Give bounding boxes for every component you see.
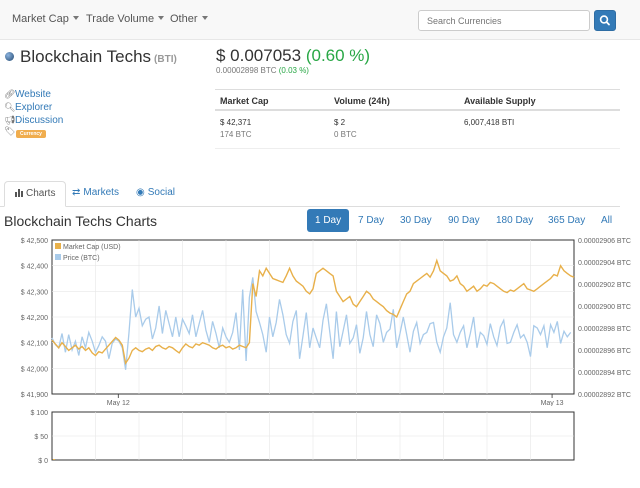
charts-title: Blockchain Techs Charts [4, 213, 158, 229]
volume-y-tick-label: $ 100 [30, 410, 48, 417]
coin-symbol: (BTI) [154, 54, 177, 65]
coin-name: Blockchain Techs [20, 47, 152, 66]
bullhorn-icon: 📢︎ [4, 115, 16, 125]
stats-divider [215, 148, 620, 149]
range-all[interactable]: All [601, 215, 613, 226]
volume-btc: 0 BTC [334, 130, 357, 139]
y-left-tick-label: $ 42,400 [21, 264, 48, 271]
bar-chart-icon [15, 189, 24, 197]
supply-value: 6,007,418 BTI [464, 118, 515, 127]
tab-charts-label: Charts [26, 188, 56, 199]
legend-swatch-price [55, 254, 61, 260]
range-180-day[interactable]: 180 Day [496, 215, 534, 226]
legend-swatch-market-cap [55, 243, 61, 249]
tab-markets[interactable]: ⇄ Markets [62, 181, 129, 207]
x-tick-label: May 13 [541, 400, 564, 406]
nav-trade-volume-label: Trade Volume [86, 13, 155, 25]
y-right-tick-label: 0.00002906 BTC [578, 238, 631, 245]
link-icon: 🔗︎ [4, 89, 16, 99]
price-btc-series-line [51, 277, 572, 370]
market-cap-usd: $ 42,371 [220, 118, 252, 127]
tab-bar-line [0, 206, 620, 207]
range-1-day[interactable]: 1 Day [307, 209, 350, 232]
market-cap-btc: 174 BTC [220, 130, 252, 139]
volume-y-tick-label: $ 0 [38, 458, 48, 465]
website-label: Website [15, 89, 51, 100]
y-left-tick-label: $ 42,000 [21, 366, 48, 373]
nav-other-label: Other [170, 13, 198, 25]
legend-label-price: Price (BTC) [63, 255, 100, 262]
price-btc-value: 0.00002898 BTC [216, 66, 277, 75]
volume-y-tick-label: $ 50 [34, 434, 48, 441]
market-cap-price-chart[interactable]: $ 42,500 $ 42,400 $ 42,300 $ 42,200 $ 42,100… [0, 234, 640, 406]
y-right-tick-label: 0.00002892 BTC [578, 392, 631, 399]
globe-icon: ◉ [136, 187, 145, 198]
tab-social[interactable]: ◉ Social [126, 181, 185, 207]
explorer-link[interactable]: 🔍︎Explorer [4, 102, 52, 113]
y-right-tick-label: 0.00002900 BTC [578, 304, 631, 311]
volume-chart[interactable]: $ 100 $ 50 $ 0 [0, 406, 640, 468]
x-tick-label: May 12 [107, 400, 130, 406]
chevron-down-icon [158, 16, 165, 20]
nav-other[interactable]: Other [170, 13, 208, 25]
y-left-tick-label: $ 42,200 [21, 315, 48, 322]
tag-icon: 🏷︎ [4, 126, 16, 136]
explorer-label: Explorer [15, 102, 53, 113]
tab-social-label: Social [147, 187, 175, 198]
discussion-link[interactable]: 📢︎Discussion [4, 115, 63, 126]
range-30-day[interactable]: 30 Day [400, 215, 432, 226]
y-right-tick-label: 0.00002904 BTC [578, 260, 631, 267]
exchange-icon: ⇄ [72, 187, 81, 198]
price-usd-change: (0.60 %) [305, 46, 371, 65]
volume-bar [53, 459, 55, 460]
y-left-tick-label: $ 42,500 [21, 238, 48, 245]
coin-logo [5, 52, 14, 61]
stats-table-header [215, 89, 620, 111]
discussion-label: Discussion [15, 115, 64, 126]
y-right-tick-label: 0.00002894 BTC [578, 370, 631, 377]
volume-usd: $ 2 [334, 118, 346, 127]
range-365-day[interactable]: 365 Day [548, 215, 586, 226]
y-left-tick-label: $ 42,300 [21, 289, 48, 296]
tab-markets-label: Markets [83, 187, 119, 198]
range-90-day[interactable]: 90 Day [448, 215, 480, 226]
website-link[interactable]: 🔗︎Website [4, 89, 51, 100]
chevron-down-icon [72, 16, 79, 20]
search-icon: 🔍︎ [4, 102, 16, 112]
nav-market-cap[interactable]: Market Cap [12, 13, 79, 25]
coin-title: Blockchain Techs (BTI) [20, 47, 177, 67]
price-usd: $ 0.007053 (0.60 %) [216, 46, 370, 66]
y-right-tick-label: 0.00002896 BTC [578, 348, 631, 355]
nav-market-cap-label: Market Cap [12, 13, 69, 25]
y-right-tick-label: 0.00002902 BTC [578, 282, 631, 289]
price-btc-change: (0.03 %) [278, 66, 309, 75]
search-input[interactable] [418, 10, 590, 31]
supply-header: Available Supply [464, 96, 536, 106]
nav-trade-volume[interactable]: Trade Volume [86, 13, 165, 25]
y-right-tick-label: 0.00002898 BTC [578, 326, 631, 333]
y-left-tick-label: $ 42,100 [21, 341, 48, 348]
price-usd-value: $ 0.007053 [216, 46, 302, 65]
range-7-day[interactable]: 7 Day [358, 215, 385, 226]
volume-header: Volume (24h) [334, 96, 390, 106]
market-cap-header: Market Cap [220, 96, 269, 106]
search-icon [599, 15, 610, 26]
legend-label-market-cap: Market Cap (USD) [63, 244, 121, 251]
chevron-down-icon [201, 16, 208, 20]
price-btc: 0.00002898 BTC (0.03 %) [216, 66, 309, 75]
tab-charts[interactable]: Charts [4, 181, 67, 207]
search-button[interactable] [594, 10, 616, 31]
market-cap-series-line [51, 258, 575, 366]
currency-badge: Currency [16, 130, 46, 138]
y-left-tick-label: $ 41,900 [21, 392, 48, 399]
